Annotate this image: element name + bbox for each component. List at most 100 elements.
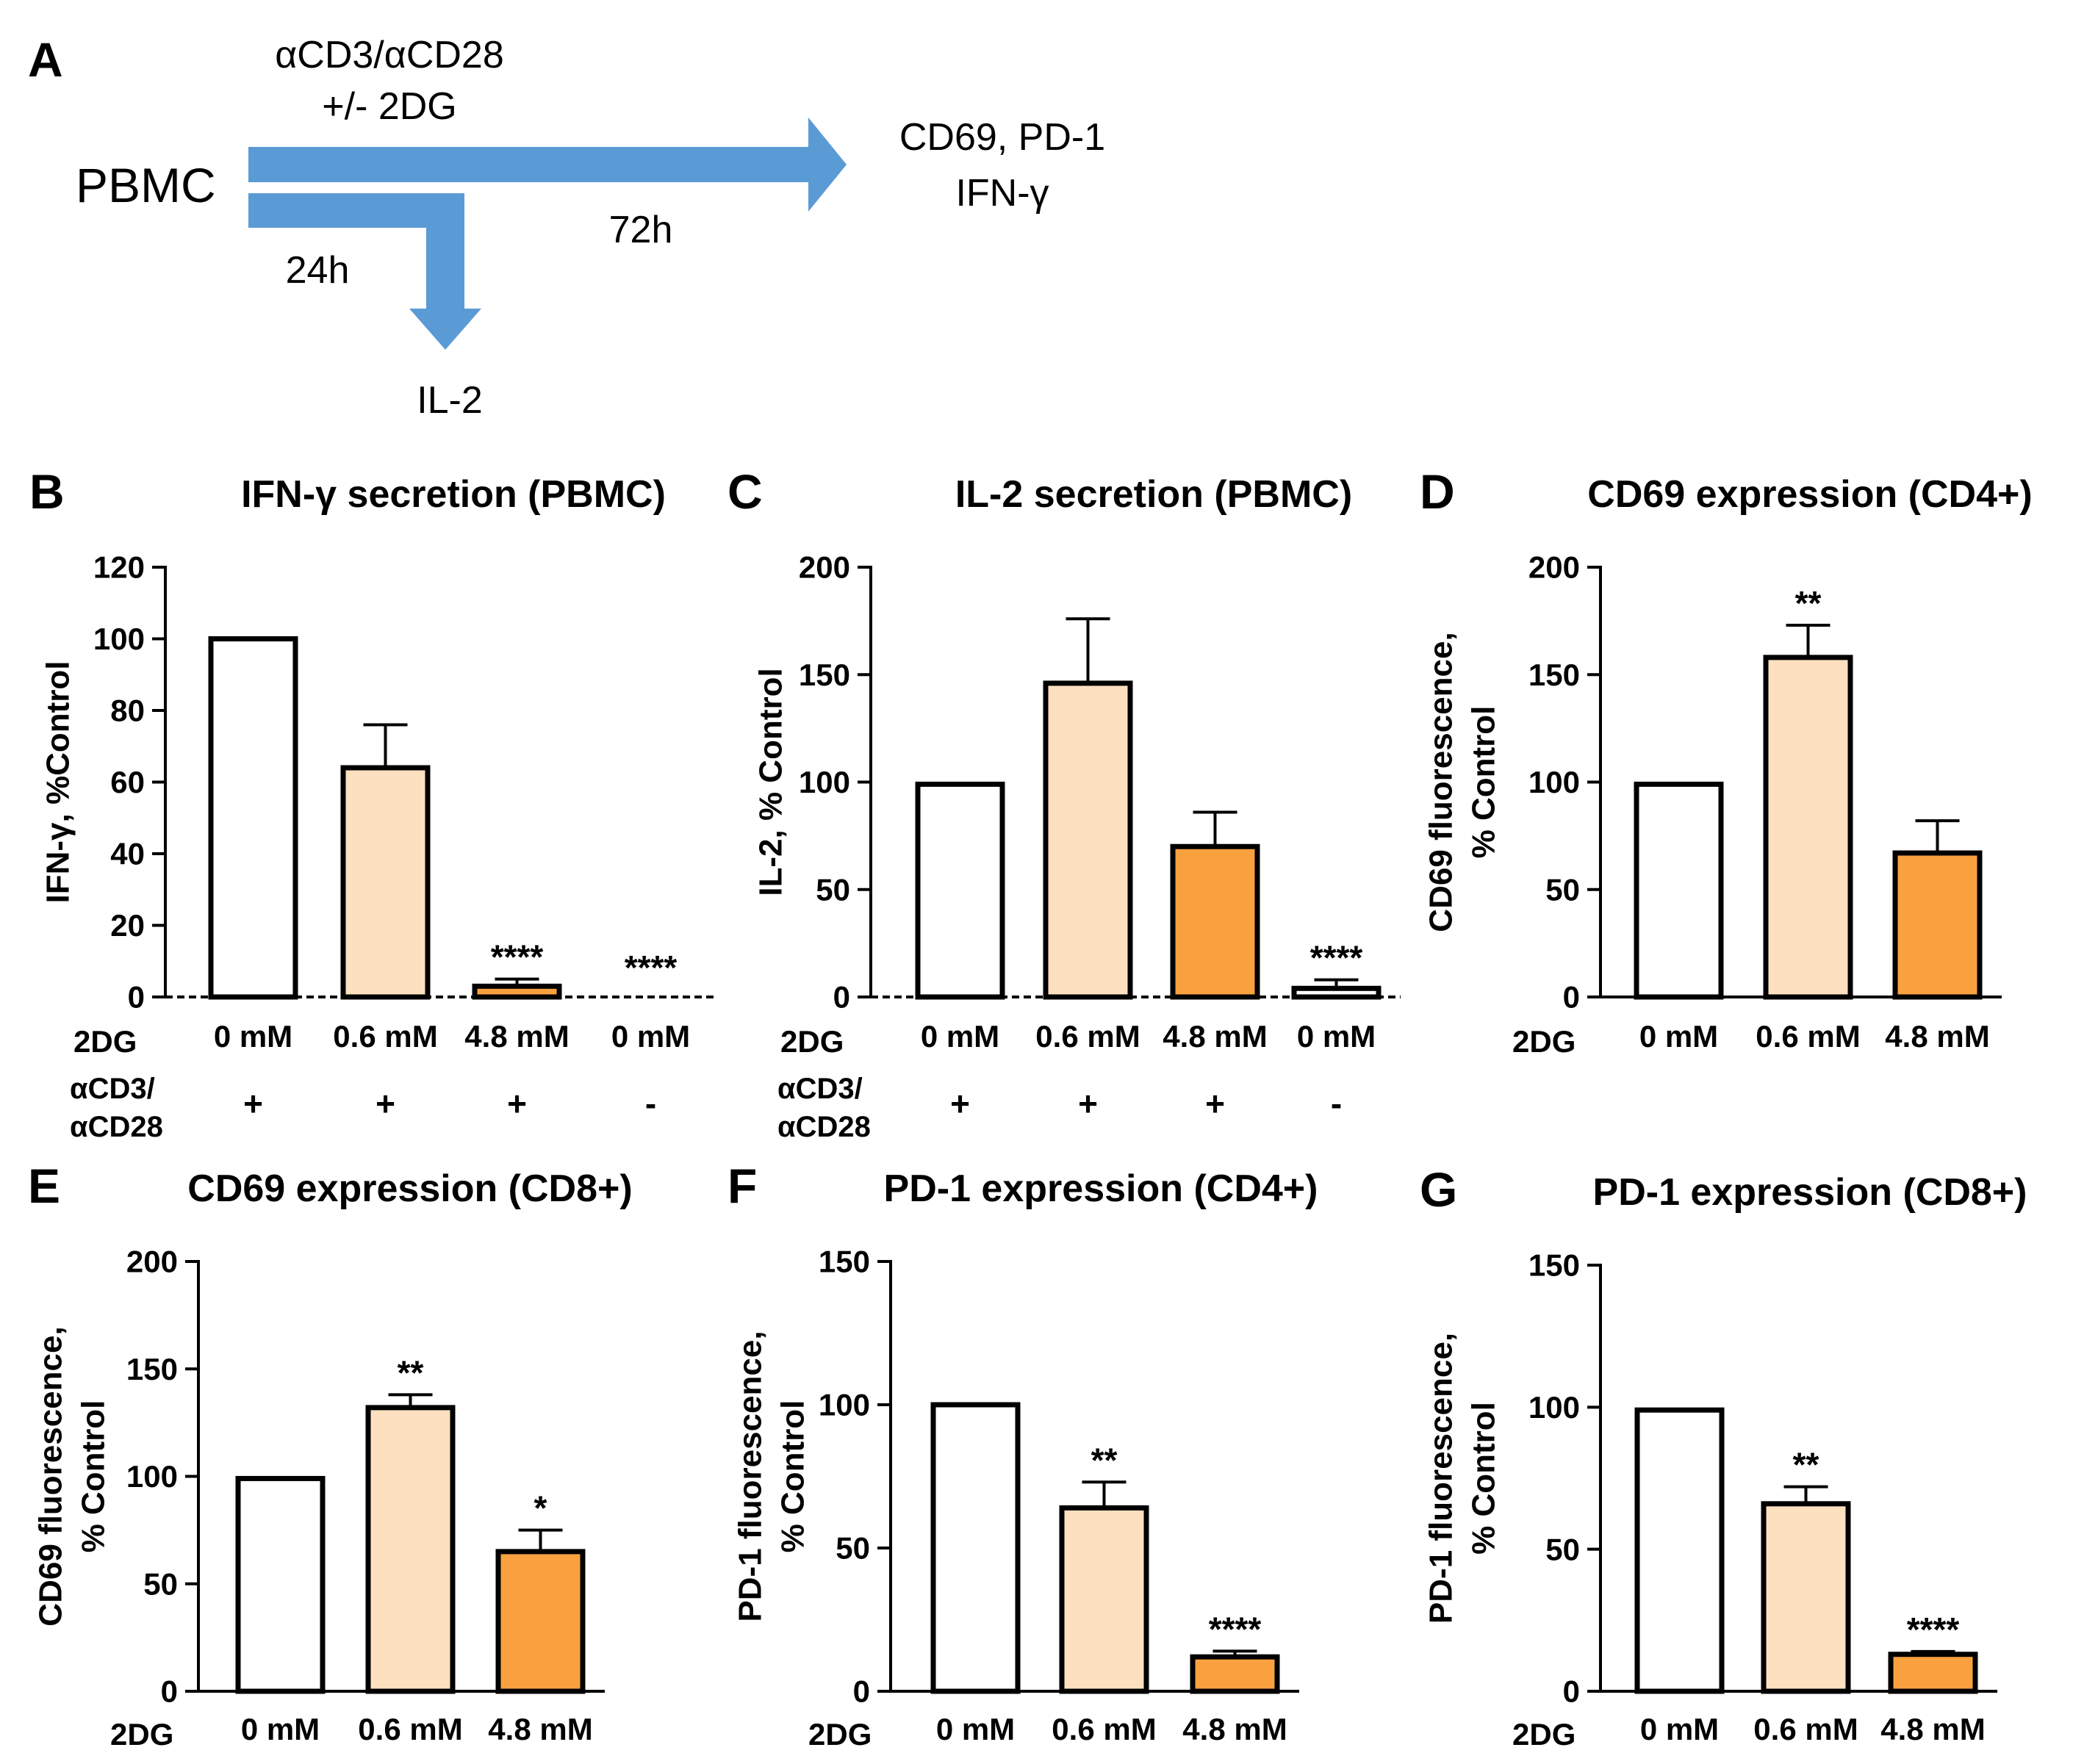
x-category-label-d-2: 0.6 mM (1756, 1019, 1860, 1054)
stim-sign-b-2: + (376, 1084, 395, 1123)
y-tick-label-g: 0 (1563, 1674, 1580, 1709)
stim-sign-c-1: + (950, 1084, 970, 1123)
bar-f-1 (930, 1402, 1021, 1694)
panel-letter-e: E (28, 1159, 60, 1213)
chart-panel-b: B IFN-γ secretion (PBMC) IFN-γ, %Control 0 2… (29, 464, 715, 1143)
stim-sign-b-3: + (507, 1084, 527, 1123)
panel-letter-g: G (1420, 1162, 1457, 1217)
stim-sign-c-2: + (1078, 1084, 1098, 1123)
y-tick-label-f: 150 (819, 1245, 870, 1279)
bar-g-3 (1888, 1652, 1978, 1694)
x-category-label-f-3: 4.8 mM (1182, 1712, 1287, 1746)
x-category-label-d-3: 4.8 mM (1885, 1019, 1989, 1054)
significance-b-3: **** (491, 938, 544, 976)
bar-c-3 (1170, 843, 1260, 1000)
arrow-72h (248, 118, 847, 212)
y-axis-label-c-line1: IL-2, % Control (752, 668, 788, 896)
y-axis-label-g-line1: PD-1 fluorescence, (1423, 1333, 1459, 1624)
chart-title-d: CD69 expression (CD4+) (1587, 473, 2032, 516)
panel-letter-d: D (1420, 464, 1455, 519)
panel-letter-a: A (28, 32, 63, 87)
x-category-label-e-2: 0.6 mM (358, 1712, 462, 1746)
bar-f-3 (1190, 1654, 1280, 1694)
y-tick-label-d: 150 (1528, 658, 1580, 692)
y-axis-label-g-line2: % Control (1465, 1402, 1501, 1555)
x-category-label-b-3: 4.8 mM (464, 1019, 569, 1054)
y-tick-label-b: 20 (110, 908, 145, 943)
y-tick-label-g: 50 (1545, 1532, 1580, 1566)
y-axis-label-d-line1: CD69 fluorescence, (1423, 632, 1459, 932)
significance-b-4: **** (625, 948, 678, 987)
x-row-label-g: 2DG (1512, 1717, 1576, 1752)
y-tick-label-e: 200 (126, 1245, 178, 1279)
y-tick-label-g: 100 (1528, 1390, 1580, 1425)
panel-letter-f: F (727, 1159, 757, 1213)
y-tick-label-d: 50 (1545, 872, 1580, 907)
y-tick-label-d: 0 (1563, 980, 1580, 1015)
y-axis-label-b-line1: IFN-γ, %Control (40, 661, 76, 904)
y-tick-label-c: 100 (799, 765, 850, 799)
y-tick-label-d: 200 (1528, 550, 1580, 585)
pbmc-label: PBMC (76, 158, 216, 212)
x-row-label-b: 2DG (73, 1024, 137, 1059)
stim-row-label-c-line2: αCD28 (777, 1111, 871, 1143)
y-tick-label-f: 50 (836, 1531, 870, 1566)
bar-b-2 (340, 765, 431, 1000)
significance-f-2: ** (1091, 1441, 1118, 1479)
y-tick-label-b: 80 (110, 694, 145, 728)
treatment-label-line2: +/- 2DG (322, 85, 457, 128)
bar-e-3 (495, 1549, 586, 1694)
panel-letter-c: C (727, 464, 763, 519)
y-tick-label-g: 150 (1528, 1248, 1580, 1283)
bar-d-1 (1634, 781, 1724, 1000)
y-tick-label-c: 150 (799, 658, 850, 692)
stim-sign-c-4: - (1331, 1084, 1342, 1123)
y-tick-label-f: 0 (853, 1674, 870, 1709)
bar-c-2 (1043, 680, 1133, 1000)
y-tick-label-c: 200 (799, 550, 850, 585)
y-axis-label-f-line2: % Control (775, 1400, 811, 1553)
x-row-label-c: 2DG (780, 1024, 844, 1059)
chart-panel-c: C IL-2 secretion (PBMC) IL-2, % Control 0 50… (727, 464, 1401, 1143)
x-category-label-b-1: 0 mM (214, 1019, 292, 1054)
significance-f-3: **** (1209, 1610, 1262, 1648)
stim-sign-b-4: - (645, 1084, 656, 1123)
stim-row-label-c-line1: αCD3/ (777, 1073, 863, 1105)
bar-c-1 (915, 781, 1005, 1000)
bar-f-2 (1059, 1505, 1149, 1694)
y-tick-label-e: 150 (126, 1352, 178, 1386)
significance-e-2: ** (398, 1353, 424, 1392)
bar-d-2 (1763, 655, 1853, 1000)
y-tick-label-b: 60 (110, 765, 145, 799)
arrow-24h (248, 193, 481, 350)
bar-c-4 (1291, 985, 1382, 1000)
bar-g-2 (1761, 1501, 1851, 1694)
x-category-label-e-1: 0 mM (241, 1712, 320, 1746)
x-category-label-c-1: 0 mM (921, 1019, 999, 1054)
chart-panel-f: F PD-1 expression (CD4+) PD-1 fluorescence… (727, 1159, 1318, 1752)
bar-b-1 (208, 636, 298, 1000)
stim-sign-c-3: + (1205, 1084, 1225, 1123)
x-category-label-f-2: 0.6 mM (1052, 1712, 1156, 1746)
significance-d-2: ** (1795, 584, 1822, 622)
significance-c-4: **** (1310, 939, 1363, 977)
bar-g-1 (1634, 1407, 1725, 1694)
chart-title-e: CD69 expression (CD8+) (187, 1167, 632, 1210)
stim-row-label-b-line1: αCD3/ (70, 1073, 155, 1105)
stim-row-label-b-line2: αCD28 (70, 1111, 163, 1143)
chart-panel-e: E CD69 expression (CD8+) CD69 fluorescence… (28, 1159, 633, 1752)
significance-g-2: ** (1793, 1446, 1819, 1484)
y-tick-label-e: 100 (126, 1459, 178, 1494)
y-axis-label-d-line2: % Control (1465, 706, 1501, 859)
chart-title-f: PD-1 expression (CD4+) (884, 1167, 1318, 1210)
x-category-label-g-1: 0 mM (1640, 1712, 1719, 1746)
x-category-label-c-3: 4.8 mM (1163, 1019, 1267, 1054)
x-category-label-g-2: 0.6 mM (1753, 1712, 1858, 1746)
bar-d-3 (1892, 850, 1983, 1000)
y-tick-label-e: 50 (143, 1566, 178, 1601)
x-category-label-c-4: 0 mM (1297, 1019, 1376, 1054)
readout-24h-label: IL-2 (417, 379, 483, 422)
bar-b-3 (472, 983, 562, 1000)
time-24h-label: 24h (286, 249, 350, 292)
